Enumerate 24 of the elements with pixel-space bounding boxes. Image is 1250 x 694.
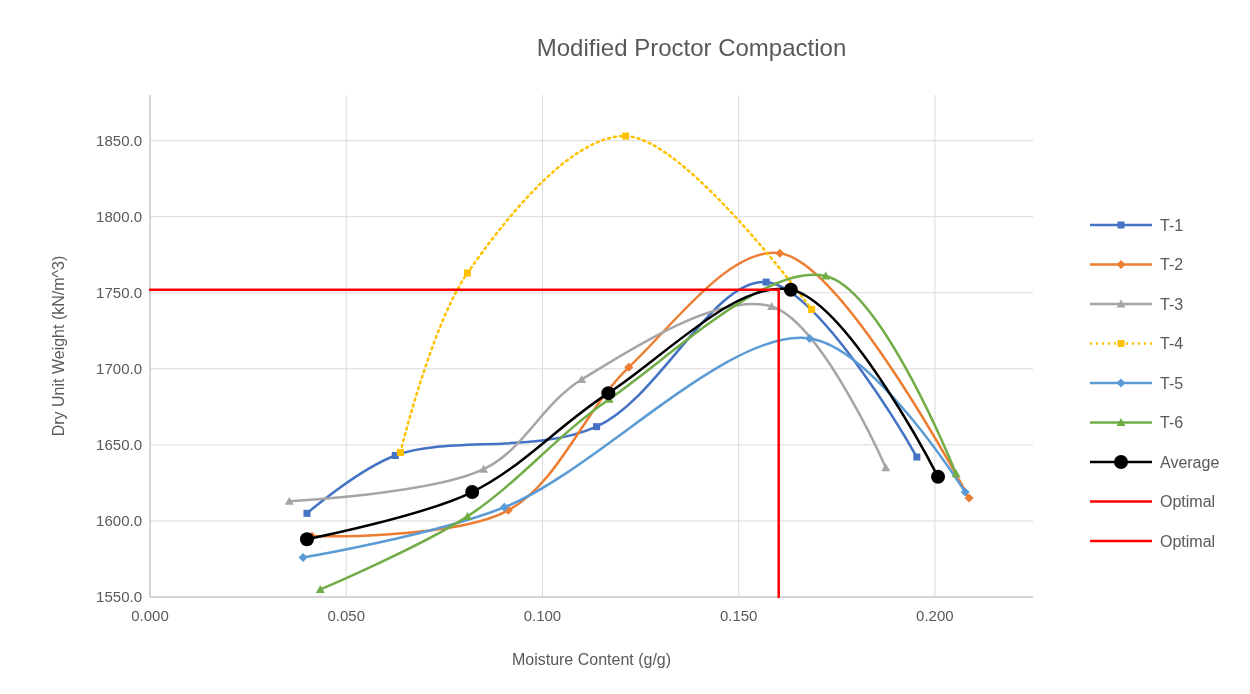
chart-title: Modified Proctor Compaction xyxy=(536,34,847,61)
legend-label: T-5 xyxy=(1160,374,1184,392)
legend-label: Optimal xyxy=(1160,532,1216,550)
legend-label: Optimal xyxy=(1160,493,1216,511)
legend-label: T-3 xyxy=(1160,295,1184,313)
legend-label: T-4 xyxy=(1160,335,1184,353)
legend-label: T-1 xyxy=(1160,216,1184,234)
x-tick-label: 0.200 xyxy=(916,607,954,624)
legend-label: Average xyxy=(1160,453,1220,471)
y-tick-label: 1700.0 xyxy=(96,360,142,378)
y-tick-label: 1600.0 xyxy=(96,512,142,530)
legend-label: T-6 xyxy=(1160,414,1184,432)
x-tick-label: 0.000 xyxy=(131,607,169,624)
legend-label: T-2 xyxy=(1160,256,1184,274)
y-tick-label: 1750.0 xyxy=(96,284,142,302)
x-axis-title: Moisture Content (g/g) xyxy=(511,651,672,668)
x-tick-label: 0.150 xyxy=(719,607,758,624)
y-axis-title: Dry Unit Weight (kN/m^3) xyxy=(50,255,67,437)
y-tick-label: 1650.0 xyxy=(96,436,142,454)
x-tick-label: 0.050 xyxy=(327,607,365,624)
y-tick-label: 1800.0 xyxy=(96,207,142,225)
y-tick-label: 1850.0 xyxy=(96,131,142,149)
y-tick-label: 1550.0 xyxy=(96,588,142,606)
x-tick-label: 0.100 xyxy=(523,607,562,624)
